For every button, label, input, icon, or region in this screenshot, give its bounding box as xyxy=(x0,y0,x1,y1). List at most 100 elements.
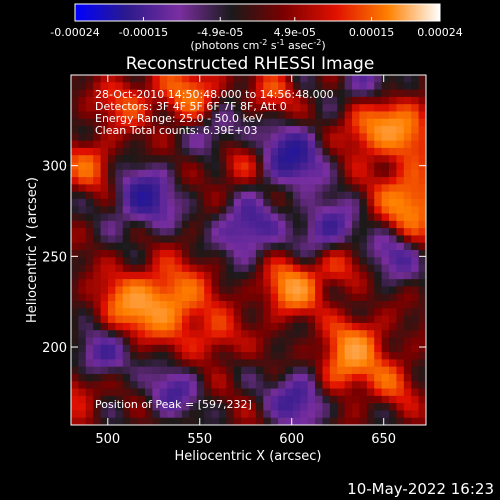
heatmap-cell xyxy=(218,322,227,331)
heatmap-cell xyxy=(152,147,161,156)
heatmap-cell xyxy=(122,169,131,178)
heatmap-cell xyxy=(329,162,338,171)
heatmap-cell xyxy=(337,206,346,214)
heatmap-cell xyxy=(263,417,272,426)
heatmap-cell xyxy=(389,366,397,375)
heatmap-cell xyxy=(285,169,294,178)
heatmap-cell xyxy=(352,118,360,127)
heatmap-cell xyxy=(122,264,131,273)
heatmap-cell xyxy=(78,162,87,171)
heatmap-cell xyxy=(174,264,183,273)
heatmap-cell xyxy=(144,344,153,353)
heatmap-cell xyxy=(329,89,338,98)
heatmap-cell xyxy=(359,330,368,338)
heatmap-cell xyxy=(248,301,257,309)
heatmap-cell xyxy=(196,264,205,273)
heatmap-cell xyxy=(248,177,257,185)
heatmap-cell xyxy=(241,147,249,156)
heatmap-cell xyxy=(359,126,368,134)
heatmap-cell xyxy=(130,162,138,171)
heatmap-cell xyxy=(144,89,153,98)
heatmap-cell xyxy=(196,75,205,83)
heatmap-cell xyxy=(218,257,227,265)
heatmap-cell xyxy=(278,410,286,419)
heatmap-cell xyxy=(107,293,116,302)
heatmap-cell xyxy=(85,206,94,214)
heatmap-cell xyxy=(226,96,235,105)
heatmap-cell xyxy=(285,403,294,411)
heatmap-cell xyxy=(248,293,257,302)
heatmap-cell xyxy=(270,118,279,127)
heatmap-cell xyxy=(196,373,205,382)
heatmap-cell xyxy=(329,250,338,258)
heatmap-cell xyxy=(218,403,227,411)
heatmap-cell xyxy=(115,96,124,105)
heatmap-cell xyxy=(292,177,301,185)
heatmap-cell xyxy=(403,388,412,397)
heatmap-cell xyxy=(196,271,205,280)
heatmap-cell xyxy=(255,75,264,83)
heatmap-cell xyxy=(322,301,331,309)
heatmap-cell xyxy=(307,344,316,353)
heatmap-cell xyxy=(418,206,427,214)
heatmap-cell xyxy=(167,315,175,324)
heatmap-cell xyxy=(278,381,286,389)
y-axis-label: Heliocentric Y (arcsec) xyxy=(25,177,40,323)
heatmap-cell xyxy=(270,126,279,134)
heatmap-cell xyxy=(167,242,175,251)
heatmap-cell xyxy=(159,257,168,265)
heatmap-cell xyxy=(167,169,175,178)
heatmap-cell xyxy=(418,184,427,193)
heatmap-cell xyxy=(218,104,227,112)
heatmap-cell xyxy=(300,271,309,280)
heatmap-cell xyxy=(278,330,286,338)
heatmap-cell xyxy=(418,279,427,287)
heatmap-cell xyxy=(204,293,212,302)
heatmap-cell xyxy=(381,403,390,411)
heatmap-cell xyxy=(226,133,235,142)
heatmap-cell xyxy=(181,271,190,280)
heatmap-cell xyxy=(71,111,79,120)
heatmap-cell xyxy=(307,257,316,265)
heatmap-cell xyxy=(396,403,405,411)
heatmap-cell xyxy=(93,126,101,134)
heatmap-cell xyxy=(381,96,390,105)
heatmap-cell xyxy=(233,111,242,120)
heatmap-cell xyxy=(152,184,161,193)
heatmap-cell xyxy=(93,271,101,280)
heatmap-cell xyxy=(411,410,420,419)
heatmap-cell xyxy=(93,89,101,98)
heatmap-cell xyxy=(85,337,94,346)
heatmap-cell xyxy=(144,359,153,368)
heatmap-cell xyxy=(241,403,249,411)
heatmap-cell xyxy=(226,417,235,426)
heatmap-cell xyxy=(218,286,227,295)
heatmap-cell xyxy=(248,184,257,193)
heatmap-cell xyxy=(292,301,301,309)
heatmap-cell xyxy=(389,184,397,193)
heatmap-cell xyxy=(181,257,190,265)
heatmap-cell xyxy=(374,177,383,185)
heatmap-cell xyxy=(211,308,220,317)
heatmap-cell xyxy=(144,177,153,185)
heatmap-cell xyxy=(93,198,101,207)
heatmap-cell xyxy=(100,293,109,302)
heatmap-cell xyxy=(189,155,198,163)
heatmap-cell xyxy=(366,301,375,309)
heatmap-cell xyxy=(71,206,79,214)
heatmap-cell xyxy=(389,388,397,397)
heatmap-cell xyxy=(130,337,138,346)
heatmap-cell xyxy=(403,89,412,98)
heatmap-cell xyxy=(107,213,116,222)
heatmap-cell xyxy=(315,96,323,105)
heatmap-cell xyxy=(389,373,397,382)
heatmap-cell xyxy=(130,395,138,404)
heatmap-cell xyxy=(71,191,79,200)
heatmap-cell xyxy=(329,242,338,251)
heatmap-cell xyxy=(307,286,316,295)
colorbar-tick-label: -0.00024 xyxy=(50,26,99,39)
heatmap-cell xyxy=(100,96,109,105)
heatmap-cell xyxy=(255,118,264,127)
heatmap-cell xyxy=(226,330,235,338)
heatmap-cell xyxy=(122,118,131,127)
